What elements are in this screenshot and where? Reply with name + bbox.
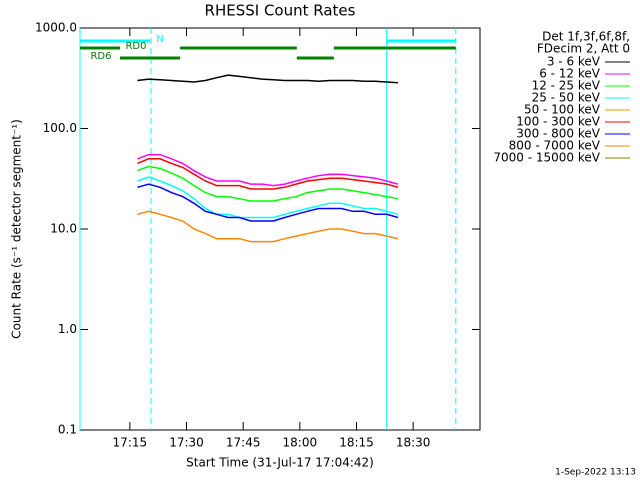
series-line: [137, 210, 399, 243]
legend-label: 25 - 50 keV: [532, 91, 601, 105]
series-line: [137, 158, 399, 190]
x-tick-label: 17:15: [113, 436, 148, 450]
y-tick-label: 1.0: [58, 322, 77, 336]
y-axis-label: Count Rate (s⁻¹ detector segment⁻¹): [10, 119, 24, 339]
x-tick-label: 18:30: [396, 436, 431, 450]
x-axis-label: Start Time (31-Jul-17 17:04:42): [186, 456, 374, 470]
series-line: [137, 74, 399, 84]
x-tick-label: 17:45: [226, 436, 261, 450]
y-tick-label: 1000.0: [35, 21, 77, 35]
legend-label: 12 - 25 keV: [532, 79, 601, 93]
legend-label: 6 - 12 keV: [539, 67, 601, 81]
x-tick-label: 18:00: [283, 436, 318, 450]
legend-label: 7000 - 15000 keV: [493, 151, 600, 165]
legend-title: Det 1f,3f,6f,8f,: [542, 30, 630, 44]
flag-label: RD6: [90, 51, 111, 62]
series-line: [137, 183, 399, 222]
y-tick-label: 10.0: [50, 222, 77, 236]
legend-label: 50 - 100 keV: [524, 103, 601, 117]
series-line: [137, 153, 399, 187]
flag-label: RD0: [125, 41, 146, 52]
legend-title: FDecim 2, Att 0: [537, 42, 630, 56]
plot-frame: [79, 27, 481, 431]
series-line: [137, 176, 399, 219]
series-line: [137, 165, 399, 202]
legend-label: 100 - 300 keV: [516, 115, 600, 129]
legend-label: 800 - 7000 keV: [509, 139, 601, 153]
x-tick-label: 17:30: [169, 436, 204, 450]
flag-label: N: [156, 34, 163, 45]
x-tick-label: 18:15: [339, 436, 374, 450]
footer-date: 1-Sep-2022 13:13: [555, 468, 636, 478]
y-tick-label: 100.0: [43, 121, 77, 135]
legend-label: 300 - 800 keV: [516, 127, 600, 141]
chart-title: RHESSI Count Rates: [205, 2, 356, 20]
y-tick-label: 0.1: [58, 423, 77, 437]
legend-label: 3 - 6 keV: [547, 55, 601, 69]
